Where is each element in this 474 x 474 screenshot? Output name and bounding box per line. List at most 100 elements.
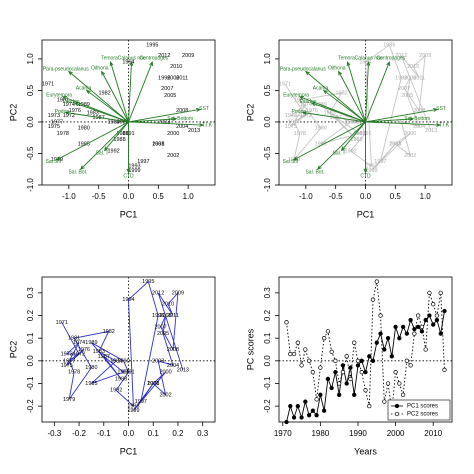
series-point — [427, 313, 432, 318]
y-tick-label: 0.0 — [26, 355, 35, 367]
year-label: 2001 — [152, 141, 164, 147]
year-label: 2004 — [167, 363, 179, 369]
year-label: 2012 — [152, 290, 164, 296]
series-point — [408, 317, 413, 323]
series-point — [295, 340, 300, 345]
loading-arrow — [73, 102, 129, 123]
series-point — [306, 358, 312, 363]
loading-label: Acartia — [313, 85, 329, 91]
year-label: 1986 — [353, 131, 365, 137]
loading-arrow — [310, 102, 366, 123]
year-label: 1994 — [122, 297, 134, 303]
loading-label: Para-pseudocalanus — [280, 66, 326, 72]
loading-label: T.I.K — [202, 123, 213, 129]
series-point — [367, 354, 372, 359]
loading-arrow — [365, 108, 439, 123]
series-point — [359, 358, 364, 363]
year-label: 2009 — [419, 53, 431, 59]
year-label: 1996 — [152, 313, 164, 319]
series-point — [299, 415, 304, 420]
series-point — [374, 340, 379, 345]
series-point — [404, 331, 410, 336]
y-tick-label: -0.5 — [26, 146, 35, 160]
x-tick-label: 0.0 — [123, 429, 135, 438]
loading-arrow — [365, 121, 442, 127]
year-label: 2007 — [155, 324, 167, 330]
series-point — [412, 331, 417, 336]
x-tick-label: -1.0 — [62, 192, 76, 201]
x-tick-label: -0.5 — [329, 192, 343, 201]
loading-arrow — [292, 121, 366, 161]
year-label: 2002 — [159, 392, 171, 398]
x-tick-label: -0.5 — [92, 192, 106, 201]
loading-arrow — [365, 60, 390, 123]
x-tick-label: 1980 — [311, 429, 329, 438]
year-label: 1978 — [68, 370, 80, 376]
year-label: 2005 — [157, 331, 169, 337]
year-label: 1990 — [116, 119, 128, 125]
year-label: 2000 — [159, 370, 171, 376]
series-point — [427, 290, 432, 296]
legend-label: PC1 scores — [407, 404, 438, 410]
loading-label: Centropages — [377, 56, 406, 62]
year-label: 2013 — [177, 367, 189, 373]
year-label: 2006 — [167, 75, 179, 81]
year-label: 1998 — [147, 381, 159, 387]
year-label: 1990 — [117, 358, 129, 364]
loading-arrow — [128, 60, 153, 123]
legend-marker — [394, 403, 400, 409]
year-label: 1979 — [51, 157, 63, 163]
year-label: 2009 — [182, 53, 194, 59]
legend-box — [387, 399, 451, 421]
year-label: 2007 — [161, 86, 173, 92]
series-point — [318, 392, 323, 397]
year-label: 1978 — [57, 131, 69, 137]
loading-arrow — [67, 70, 129, 123]
series-point — [344, 381, 349, 386]
series-point — [291, 351, 297, 357]
year-label: 2004 — [176, 124, 188, 130]
loading-label: Podon — [55, 109, 70, 115]
year-label: 1997 — [135, 399, 147, 405]
series-point — [333, 358, 338, 363]
year-label: 2005 — [164, 93, 176, 99]
series-point — [355, 358, 361, 363]
year-label: 1974 — [73, 340, 85, 346]
year-label: 1995 — [146, 42, 158, 48]
series-point — [442, 308, 447, 314]
series-point — [397, 381, 402, 386]
loading-label: Sal. Bot. — [305, 169, 324, 175]
year-label: 1980 — [78, 126, 90, 132]
series-point — [382, 347, 387, 352]
year-label: 2006 — [159, 313, 171, 319]
year-label: 1982 — [336, 90, 348, 96]
year-label: 2003 — [158, 119, 170, 125]
x-axis-title: PC1 — [120, 209, 138, 219]
year-label: 2013 — [188, 128, 200, 134]
year-label: 1982 — [103, 329, 115, 335]
year-label: 1971 — [56, 320, 68, 326]
year-label: 1987 — [93, 115, 105, 121]
year-label: 1999 — [127, 408, 139, 414]
x-tick-label: 0.1 — [148, 429, 160, 438]
year-label: 2007 — [398, 86, 410, 92]
year-label: 1985 — [85, 381, 97, 387]
series-point — [363, 370, 368, 375]
loading-label: Oithona — [328, 65, 346, 71]
series-point — [423, 347, 428, 352]
loading-label: Sal. Bottom — [167, 116, 193, 122]
y-tick-label: 0.5 — [26, 84, 35, 96]
series-point — [370, 358, 376, 363]
year-label: 2010 — [407, 64, 419, 70]
x-tick-label: 1.0 — [420, 192, 432, 201]
year-label: 1976 — [306, 108, 318, 114]
series-point — [382, 399, 387, 404]
series-point — [419, 324, 425, 329]
year-label: 1984 — [110, 358, 122, 364]
y-tick-label: 0.3 — [26, 287, 35, 299]
x-axis-title: Years — [354, 446, 377, 456]
year-label: 1982 — [99, 90, 111, 96]
year-label: 1973 — [48, 113, 60, 119]
year-label: 2008 — [176, 108, 188, 114]
